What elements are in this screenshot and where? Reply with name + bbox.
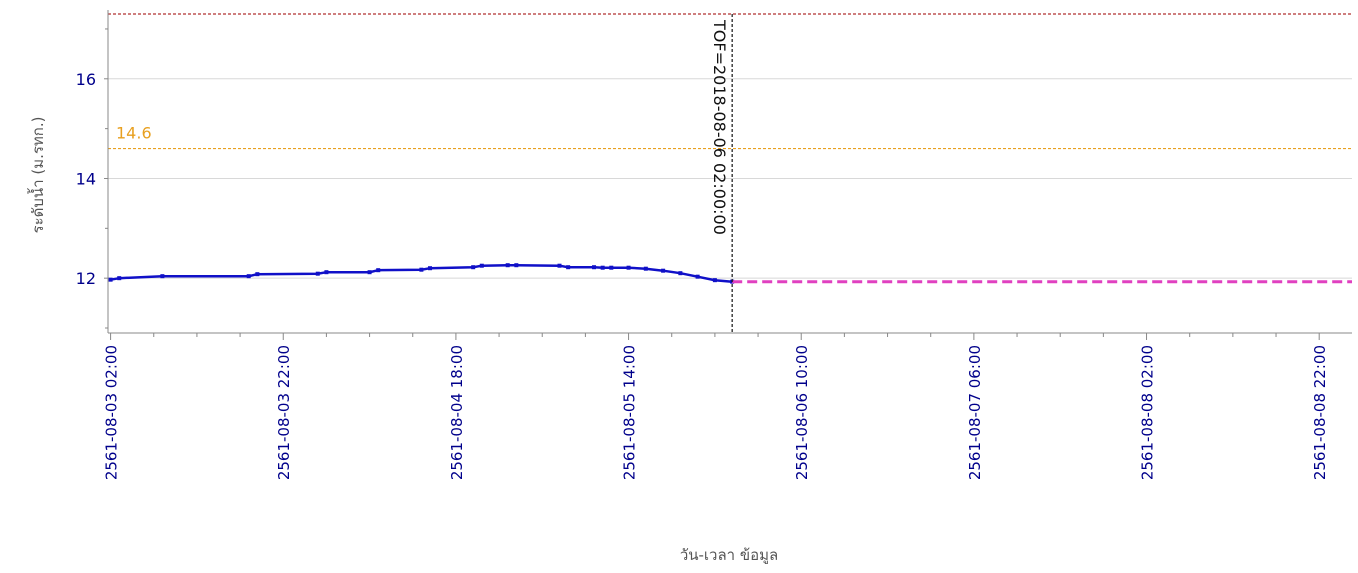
observed-point (315, 271, 320, 276)
y-tick-label: 16 (76, 70, 96, 89)
observed-point (626, 265, 631, 270)
x-tick-label: 2561-08-05 14:00 (621, 345, 639, 480)
reference-lines: 14.6 (108, 13, 1352, 150)
y-tick-label: 14 (76, 169, 96, 188)
observed-point (609, 265, 614, 270)
x-tick-label: 2561-08-07 06:00 (966, 345, 984, 480)
observed-point (678, 271, 683, 276)
observed-point (695, 274, 700, 279)
y-tick-label: 12 (76, 269, 96, 288)
gridlines (108, 78, 1352, 279)
x-tick-label: 2561-08-03 02:00 (103, 345, 121, 480)
y-axis-title: ระดับน้ำ (ม.รทก.) (27, 117, 47, 234)
observed-point (246, 274, 251, 279)
observed-point (376, 268, 381, 273)
observed-point (324, 270, 329, 275)
observed-point (643, 266, 648, 271)
x-tick-label: 2561-08-03 22:00 (275, 345, 293, 480)
observed-point (255, 272, 260, 277)
observed-point (367, 270, 372, 275)
observed-point (505, 263, 510, 268)
observed-point (712, 278, 717, 283)
observed-point (557, 263, 562, 268)
reference-line-label: 14.6 (116, 124, 152, 143)
x-tick-label: 2561-08-08 22:00 (1311, 345, 1329, 480)
observed-point (419, 267, 424, 272)
tof-marker: TOF=2018-08-06 02:00:00 (710, 14, 733, 333)
observed-point (479, 263, 484, 268)
observed-point (661, 268, 666, 273)
observed-point (566, 265, 571, 270)
observed-point (428, 266, 433, 271)
observed-point (471, 265, 476, 270)
x-axis-title: วัน-เวลา ข้อมูล (680, 546, 778, 564)
observed-point (117, 276, 122, 281)
observed-point (592, 265, 597, 270)
axes: 12 14 16 2561-08-03 02:00 2561-08-03 22:00 25… (76, 10, 1352, 480)
observed-point (160, 274, 165, 279)
observed-point (600, 265, 605, 270)
series (108, 263, 1352, 284)
tof-label: TOF=2018-08-06 02:00:00 (710, 19, 729, 235)
observed-point (108, 277, 113, 282)
x-tick-label: 2561-08-06 10:00 (793, 345, 811, 480)
observed-point (514, 263, 519, 268)
x-tick-label: 2561-08-08 02:00 (1139, 345, 1157, 480)
observed-line (110, 263, 733, 283)
x-tick-label: 2561-08-04 18:00 (448, 345, 466, 480)
